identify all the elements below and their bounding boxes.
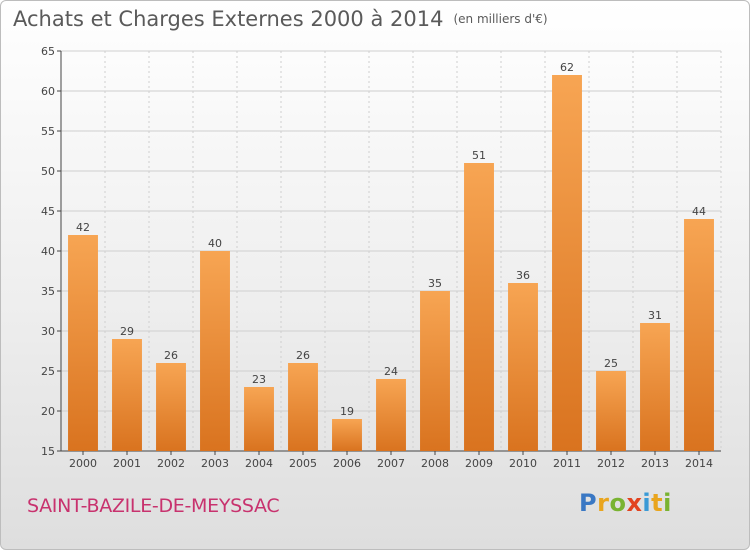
y-tick-label: 50	[41, 165, 55, 178]
bar	[68, 235, 98, 451]
x-tick-label: 2014	[685, 457, 713, 470]
data-label: 42	[76, 221, 90, 234]
data-label: 51	[472, 149, 486, 162]
data-label: 26	[164, 349, 178, 362]
logo-letter: x	[626, 489, 643, 517]
bar	[464, 163, 494, 451]
commune-name: SAINT-BAZILE-DE-MEYSSAC	[27, 495, 280, 517]
logo-letter: i	[663, 489, 672, 517]
y-tick-label: 65	[41, 45, 55, 58]
proxiti-logo[interactable]: Proxiti	[579, 489, 672, 517]
bar	[112, 339, 142, 451]
bar	[156, 363, 186, 451]
y-tick-label: 25	[41, 365, 55, 378]
logo-letter: r	[597, 489, 610, 517]
chart-title: Achats et Charges Externes 2000 à 2014 (e…	[13, 7, 548, 31]
y-tick-label: 45	[41, 205, 55, 218]
x-tick-label: 2007	[377, 457, 405, 470]
data-label: 44	[692, 205, 706, 218]
data-label: 62	[560, 61, 574, 74]
bar	[288, 363, 318, 451]
bars	[68, 75, 714, 451]
x-tick-label: 2000	[69, 457, 97, 470]
bar	[332, 419, 362, 451]
data-label: 40	[208, 237, 222, 250]
data-label: 23	[252, 373, 266, 386]
bar	[200, 251, 230, 451]
logo-letter: P	[579, 489, 598, 517]
logo-letter: t	[651, 489, 664, 517]
bar	[552, 75, 582, 451]
logo-letter: i	[642, 489, 652, 517]
logo-letter: o	[609, 489, 627, 517]
labels: 15 20 25 30 35 40 45 50 55 60 65 42 2000 29 2001 26 2002…	[41, 45, 713, 470]
data-label: 35	[428, 277, 442, 290]
unit-note: (en milliers d'€)	[453, 12, 548, 26]
data-label: 31	[648, 309, 662, 322]
bar	[596, 371, 626, 451]
x-tick-label: 2011	[553, 457, 581, 470]
x-tick-label: 2004	[245, 457, 273, 470]
y-tick-label: 20	[41, 405, 55, 418]
bar	[420, 291, 450, 451]
y-tick-label: 55	[41, 125, 55, 138]
y-tick-label: 35	[41, 285, 55, 298]
data-label: 25	[604, 357, 618, 370]
x-tick-label: 2013	[641, 457, 669, 470]
title-text: Achats et Charges Externes 2000 à 2014	[13, 7, 444, 31]
bar	[684, 219, 714, 451]
data-label: 24	[384, 365, 398, 378]
bar	[376, 379, 406, 451]
bar	[508, 283, 538, 451]
x-tick-label: 2006	[333, 457, 361, 470]
y-tick-label: 60	[41, 85, 55, 98]
data-label: 36	[516, 269, 530, 282]
x-tick-label: 2002	[157, 457, 185, 470]
x-tick-label: 2008	[421, 457, 449, 470]
data-label: 26	[296, 349, 310, 362]
x-tick-label: 2009	[465, 457, 493, 470]
bar	[244, 387, 274, 451]
y-tick-label: 15	[41, 445, 55, 458]
x-tick-label: 2012	[597, 457, 625, 470]
bar	[640, 323, 670, 451]
x-tick-label: 2003	[201, 457, 229, 470]
x-tick-label: 2010	[509, 457, 537, 470]
x-tick-label: 2001	[113, 457, 141, 470]
y-tick-label: 30	[41, 325, 55, 338]
data-label: 19	[340, 405, 354, 418]
x-tick-label: 2005	[289, 457, 317, 470]
y-tick-label: 40	[41, 245, 55, 258]
data-label: 29	[120, 325, 134, 338]
